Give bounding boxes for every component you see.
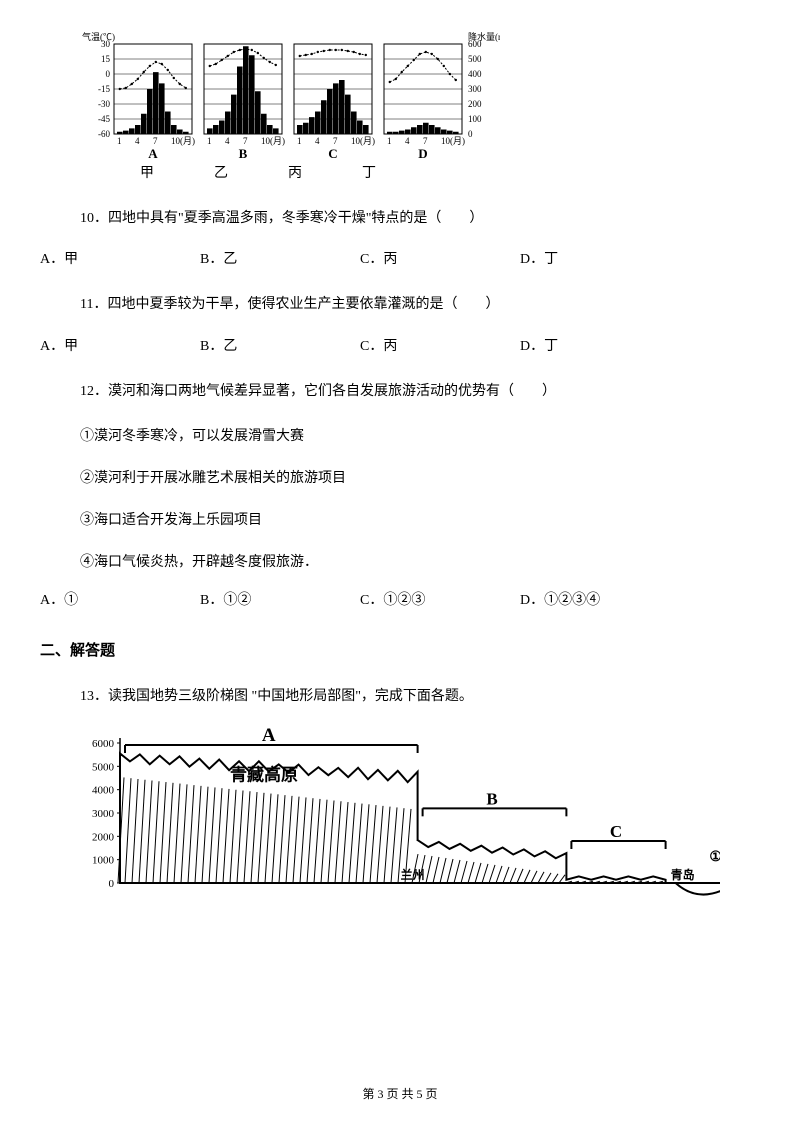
svg-text:7: 7: [333, 136, 338, 146]
svg-text:D: D: [418, 146, 427, 160]
svg-text:30: 30: [101, 39, 111, 49]
terrain-chart: 6000500040003000200010000ABC①青藏高原兰州青岛海平面: [80, 723, 760, 918]
svg-text:B: B: [486, 789, 497, 808]
svg-text:7: 7: [243, 136, 248, 146]
svg-text:4000: 4000: [92, 784, 115, 796]
svg-text:青岛: 青岛: [671, 867, 695, 882]
svg-text:0: 0: [106, 69, 111, 79]
svg-text:兰州: 兰州: [401, 867, 425, 882]
q10-text: 10．四地中具有"夏季高温多雨，冬季寒冷干燥"特点的是（ ）: [80, 208, 760, 230]
svg-text:600: 600: [468, 39, 482, 49]
q10-opt-a: A．甲: [40, 248, 200, 268]
svg-text:1: 1: [297, 136, 302, 146]
q11-opt-a: A．甲: [40, 335, 200, 355]
sub-label-yi: 乙: [214, 162, 228, 182]
svg-text:B: B: [239, 146, 248, 160]
svg-text:-60: -60: [98, 129, 110, 139]
svg-text:1000: 1000: [92, 854, 115, 866]
q11-options: A．甲 B．乙 C．丙 D．丁: [40, 335, 760, 355]
q12-options: A．① B．①② C．①②③ D．①②③④: [40, 589, 760, 609]
svg-text:10(月): 10(月): [351, 136, 375, 146]
svg-text:300: 300: [468, 84, 482, 94]
svg-text:-45: -45: [98, 114, 110, 124]
terrain-chart-svg: 6000500040003000200010000ABC①青藏高原兰州青岛海平面: [80, 723, 720, 913]
q12-s1: ①漠河冬季寒冷，可以发展滑雪大赛: [80, 425, 760, 445]
svg-text:C: C: [610, 822, 622, 841]
svg-text:气温(℃): 气温(℃): [82, 31, 115, 42]
svg-text:-15: -15: [98, 84, 110, 94]
sub-label-bing: 丙: [288, 162, 302, 182]
q12-opt-a: A．①: [40, 589, 200, 609]
svg-text:青藏高原: 青藏高原: [230, 764, 298, 784]
svg-text:6000: 6000: [92, 738, 115, 750]
sub-label-ding: 丁: [362, 162, 376, 182]
climate-sub-labels: 甲 乙 丙 丁: [140, 162, 760, 182]
svg-text:4: 4: [135, 136, 140, 146]
q11-opt-b: B．乙: [200, 335, 360, 355]
q10-options: A．甲 B．乙 C．丙 D．丁: [40, 248, 760, 268]
q12-text: 12．漠河和海口两地气候差异显著，它们各自发展旅游活动的优势有（ ）: [80, 381, 760, 403]
q10-opt-d: D．丁: [520, 248, 680, 268]
svg-text:5000: 5000: [92, 761, 115, 773]
q12-opt-d: D．①②③④: [520, 589, 680, 609]
svg-text:10(月): 10(月): [171, 136, 195, 146]
svg-text:1: 1: [117, 136, 122, 146]
svg-text:3000: 3000: [92, 808, 115, 820]
svg-text:15: 15: [101, 54, 111, 64]
q12-opt-c: C．①②③: [360, 589, 520, 609]
section2-header: 二、解答题: [40, 639, 760, 660]
svg-text:4: 4: [225, 136, 230, 146]
svg-text:7: 7: [153, 136, 158, 146]
svg-text:1: 1: [387, 136, 392, 146]
q12-s4: ④海口气候炎热，开辟越冬度假旅游．: [80, 551, 760, 571]
climate-chart: 气温(℃)30 15 0 -15 -30 -45 -60 1 4 7 10(月) A 1 4 7 10(月) B…: [80, 30, 760, 182]
svg-text:7: 7: [423, 136, 428, 146]
q10-opt-c: C．丙: [360, 248, 520, 268]
svg-text:2000: 2000: [92, 831, 115, 843]
svg-text:0: 0: [109, 878, 115, 890]
svg-text:A: A: [148, 146, 158, 160]
q13-text: 13．读我国地势三级阶梯图 "中国地形局部图"，完成下面各题。: [80, 686, 760, 708]
svg-text:①: ①: [709, 850, 720, 865]
svg-text:4: 4: [405, 136, 410, 146]
page-footer: 第 3 页 共 5 页: [0, 1085, 800, 1102]
q12-s2: ②漠河利于开展冰雕艺术展相关的旅游项目: [80, 467, 760, 487]
svg-text:C: C: [328, 146, 337, 160]
svg-text:4: 4: [315, 136, 320, 146]
svg-text:10(月): 10(月): [261, 136, 285, 146]
svg-text:-30: -30: [98, 99, 110, 109]
svg-text:1: 1: [207, 136, 212, 146]
svg-text:0: 0: [468, 129, 473, 139]
svg-text:400: 400: [468, 69, 482, 79]
svg-text:10(月): 10(月): [441, 136, 465, 146]
q11-opt-d: D．丁: [520, 335, 680, 355]
q10-opt-b: B．乙: [200, 248, 360, 268]
q12-s3: ③海口适合开发海上乐园项目: [80, 509, 760, 529]
q11-text: 11．四地中夏季较为干旱，使得农业生产主要依靠灌溉的是（ ）: [80, 294, 760, 316]
svg-text:200: 200: [468, 99, 482, 109]
q11-opt-c: C．丙: [360, 335, 520, 355]
svg-text:A: A: [262, 725, 276, 746]
svg-text:100: 100: [468, 114, 482, 124]
climate-chart-svg: 气温(℃)30 15 0 -15 -30 -45 -60 1 4 7 10(月) A 1 4 7 10(月) B…: [80, 30, 500, 160]
svg-text:500: 500: [468, 54, 482, 64]
q12-opt-b: B．①②: [200, 589, 360, 609]
sub-label-jia: 甲: [140, 162, 154, 182]
